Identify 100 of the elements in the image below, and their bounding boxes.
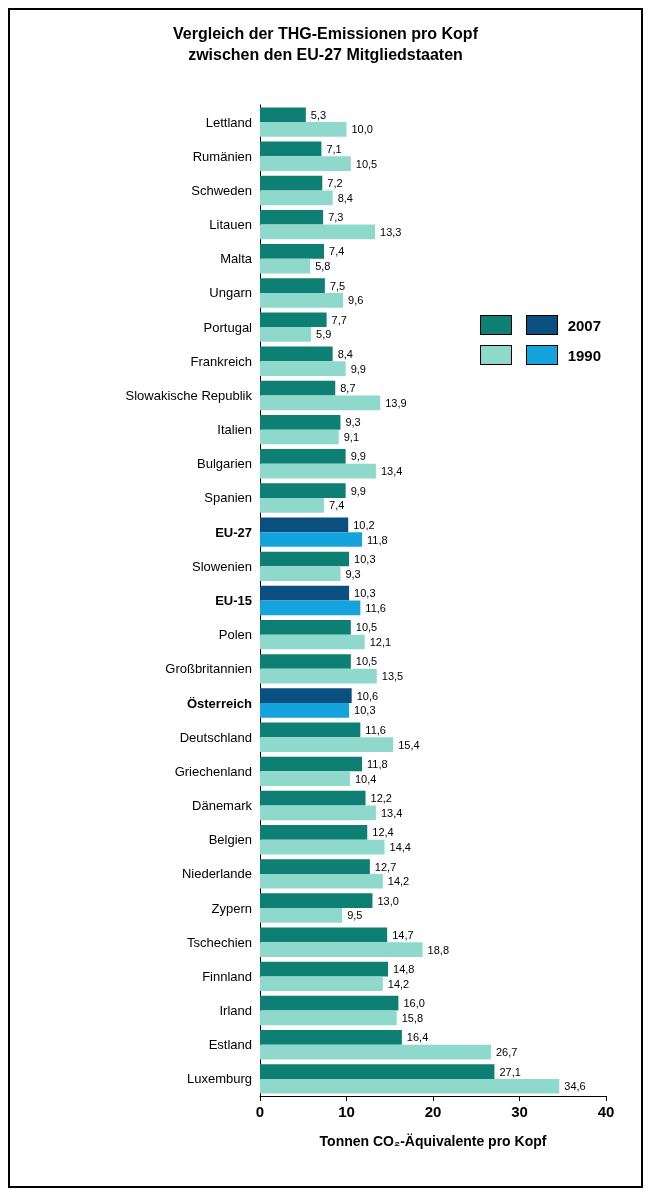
data-label: 10,5 (355, 157, 378, 170)
bar (260, 1064, 495, 1079)
y-tick-label: Frankreich (190, 353, 252, 369)
data-label: 12,7 (374, 860, 397, 873)
bar (260, 312, 327, 328)
data-label: 14,8 (393, 963, 415, 976)
bar (260, 107, 306, 123)
x-tick-label: 20 (424, 1103, 442, 1120)
bar (260, 825, 368, 840)
y-tick-label: Schweden (191, 182, 252, 198)
data-label: 5,8 (315, 260, 331, 273)
bar (260, 346, 333, 362)
bar (260, 703, 350, 718)
data-label: 11,6 (365, 601, 386, 614)
y-tick-label: Rumänien (192, 148, 252, 164)
bar (260, 414, 341, 430)
data-label: 27,1 (499, 1065, 521, 1078)
data-label: 9,9 (350, 450, 366, 463)
bar (260, 634, 365, 650)
x-tick-label: 10 (338, 1103, 355, 1120)
data-label: 7,2 (327, 177, 343, 190)
y-tick-label: Irland (219, 1003, 252, 1019)
data-label: 14,2 (387, 977, 410, 990)
bar (260, 551, 350, 567)
x-axis-title: Tonnen CO₂-Äquivalente pro Kopf (319, 1133, 547, 1149)
bar (260, 908, 343, 923)
bar (260, 566, 341, 582)
data-label: 7,1 (326, 142, 342, 155)
data-label: 18,8 (427, 943, 450, 956)
data-label: 12,2 (370, 792, 392, 805)
bar (260, 292, 344, 308)
bar (260, 995, 399, 1011)
bar (260, 141, 322, 157)
data-label: 10,3 (354, 704, 376, 717)
bar (260, 497, 325, 513)
bar (260, 942, 423, 957)
data-label: 5,3 (310, 108, 327, 121)
y-tick-label: Niederlande (181, 866, 252, 882)
y-tick-label: Österreich (186, 695, 253, 711)
y-tick-label: Tschechien (186, 934, 252, 950)
bar (260, 532, 363, 547)
data-label: 8,7 (340, 382, 356, 395)
bar (260, 395, 381, 411)
x-tick-label: 40 (597, 1103, 615, 1120)
bar (260, 805, 376, 821)
bar (260, 790, 366, 806)
y-tick-label: Luxemburg (186, 1071, 252, 1087)
y-tick-label: Slowakische Republik (125, 387, 253, 403)
bar (260, 483, 346, 498)
data-label: 34,6 (564, 1080, 586, 1093)
y-tick-label: Spanien (204, 490, 252, 506)
data-label: 9,3 (345, 416, 361, 429)
data-label: 16,0 (403, 997, 425, 1010)
bar (260, 156, 351, 171)
chart-title: Vergleich der THG-Emissionen pro Kopf zwischen den EU-27 Mitgliedstaaten (173, 25, 479, 63)
data-label: 12,4 (372, 826, 394, 839)
data-label: 14,2 (387, 875, 410, 888)
y-tick-label: Zypern (211, 900, 252, 916)
y-tick-label: Belgien (208, 832, 252, 848)
bar (260, 1030, 402, 1045)
bar (260, 893, 373, 909)
y-tick-label: Litauen (209, 217, 252, 233)
data-label: 13,9 (385, 396, 407, 409)
y-tick-label: Slowenien (192, 558, 252, 574)
data-label: 9,5 (347, 909, 363, 922)
bar (260, 122, 347, 137)
y-tick-label: Polen (218, 627, 252, 643)
data-label: 13,5 (381, 670, 404, 683)
data-label: 7,7 (331, 313, 347, 326)
bar (260, 380, 336, 396)
data-label: 11,8 (367, 758, 388, 771)
bar (260, 1010, 397, 1026)
bar (260, 976, 383, 992)
data-label: 9,1 (343, 430, 360, 443)
data-label: 9,9 (350, 484, 366, 497)
data-label: 10,4 (354, 772, 377, 785)
bar (260, 244, 325, 259)
bar (260, 859, 370, 874)
data-label: 15,4 (398, 738, 420, 751)
bar (260, 517, 349, 533)
data-label: 5,9 (316, 328, 332, 341)
data-label: 10,0 (351, 123, 373, 136)
y-tick-label: Portugal (203, 319, 253, 335)
legend-label: 2007 (567, 316, 601, 334)
data-label: 8,4 (337, 347, 353, 360)
bar (260, 771, 350, 787)
data-label: 9,6 (348, 294, 364, 307)
data-label: 12,1 (369, 636, 392, 649)
data-label: 13,4 (380, 465, 403, 478)
y-tick-label: EU-15 (215, 593, 252, 608)
data-label: 11,6 (365, 723, 386, 736)
bar (260, 839, 385, 855)
bar (260, 190, 333, 206)
bar (260, 361, 346, 376)
bar (260, 927, 388, 943)
data-label: 7,5 (329, 279, 346, 292)
y-tick-label: Griechenland (174, 763, 252, 779)
bar (260, 278, 325, 293)
bar (260, 449, 346, 464)
data-label: 8,4 (337, 191, 353, 204)
